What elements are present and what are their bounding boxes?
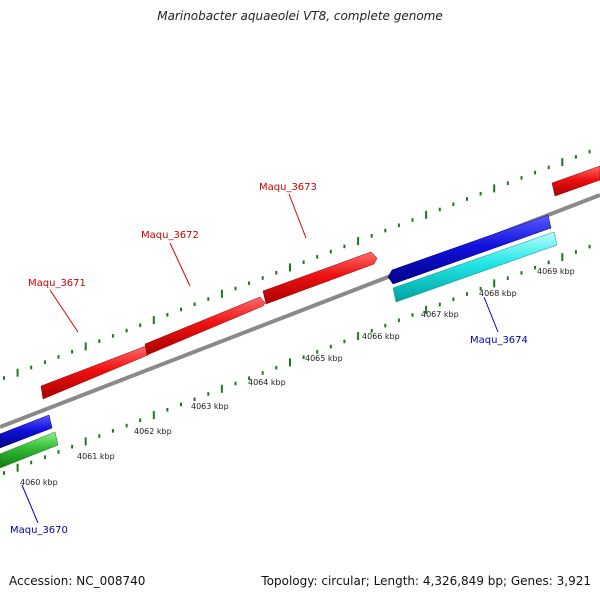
scale-label-4068: 4068 kbp (479, 289, 517, 298)
gene-arrow-maqu-3672[interactable] (144, 296, 266, 356)
gene-label-maqu-3672[interactable]: Maqu_3672 (141, 230, 199, 241)
scale-label-4064: 4064 kbp (248, 378, 286, 387)
leader-line-maqu-3670 (21, 484, 39, 524)
scale-label-4062: 4062 kbp (134, 427, 172, 436)
scale-label-4063: 4063 kbp (191, 402, 229, 411)
scale-label-4060: 4060 kbp (20, 478, 58, 487)
scale-label-4069: 4069 kbp (537, 267, 575, 276)
gene-label-maqu-3671[interactable]: Maqu_3671 (28, 278, 86, 289)
gene-arrow-next-forward[interactable] (551, 165, 600, 197)
map-title: Marinobacter aquaeolei VT8, complete gen… (157, 9, 443, 23)
gene-label-maqu-3673[interactable]: Maqu_3673 (259, 182, 317, 193)
gene-arrow-maqu-3674-blue[interactable] (387, 214, 552, 285)
leader-line-maqu-3674 (483, 296, 499, 333)
scale-label-4065: 4065 kbp (305, 354, 343, 363)
reverse-tick-track (3, 244, 591, 475)
gene-arrow-maqu-3674-cyan[interactable] (392, 231, 558, 303)
scale-label-4066: 4066 kbp (362, 332, 400, 341)
gene-arrow-maqu-3673[interactable] (262, 251, 378, 305)
leader-line-maqu-3673 (288, 193, 307, 239)
gene-label-maqu-3674[interactable]: Maqu_3674 (470, 335, 528, 346)
gene-label-maqu-3670[interactable]: Maqu_3670 (10, 525, 68, 536)
genome-summary-text: Topology: circular; Length: 4,326,849 bp… (261, 574, 591, 588)
gene-arrow-maqu-3670-green[interactable] (0, 431, 59, 469)
leader-line-maqu-3671 (49, 289, 79, 333)
scale-label-4061: 4061 kbp (77, 452, 115, 461)
gene-arrow-maqu-3670-blue[interactable] (0, 414, 53, 449)
forward-tick-track (3, 149, 591, 380)
leader-line-maqu-3672 (169, 242, 191, 287)
gene-arrow-maqu-3671[interactable] (40, 345, 149, 400)
scale-label-4067: 4067 kbp (421, 310, 459, 319)
accession-text: Accession: NC_008740 (9, 574, 146, 588)
